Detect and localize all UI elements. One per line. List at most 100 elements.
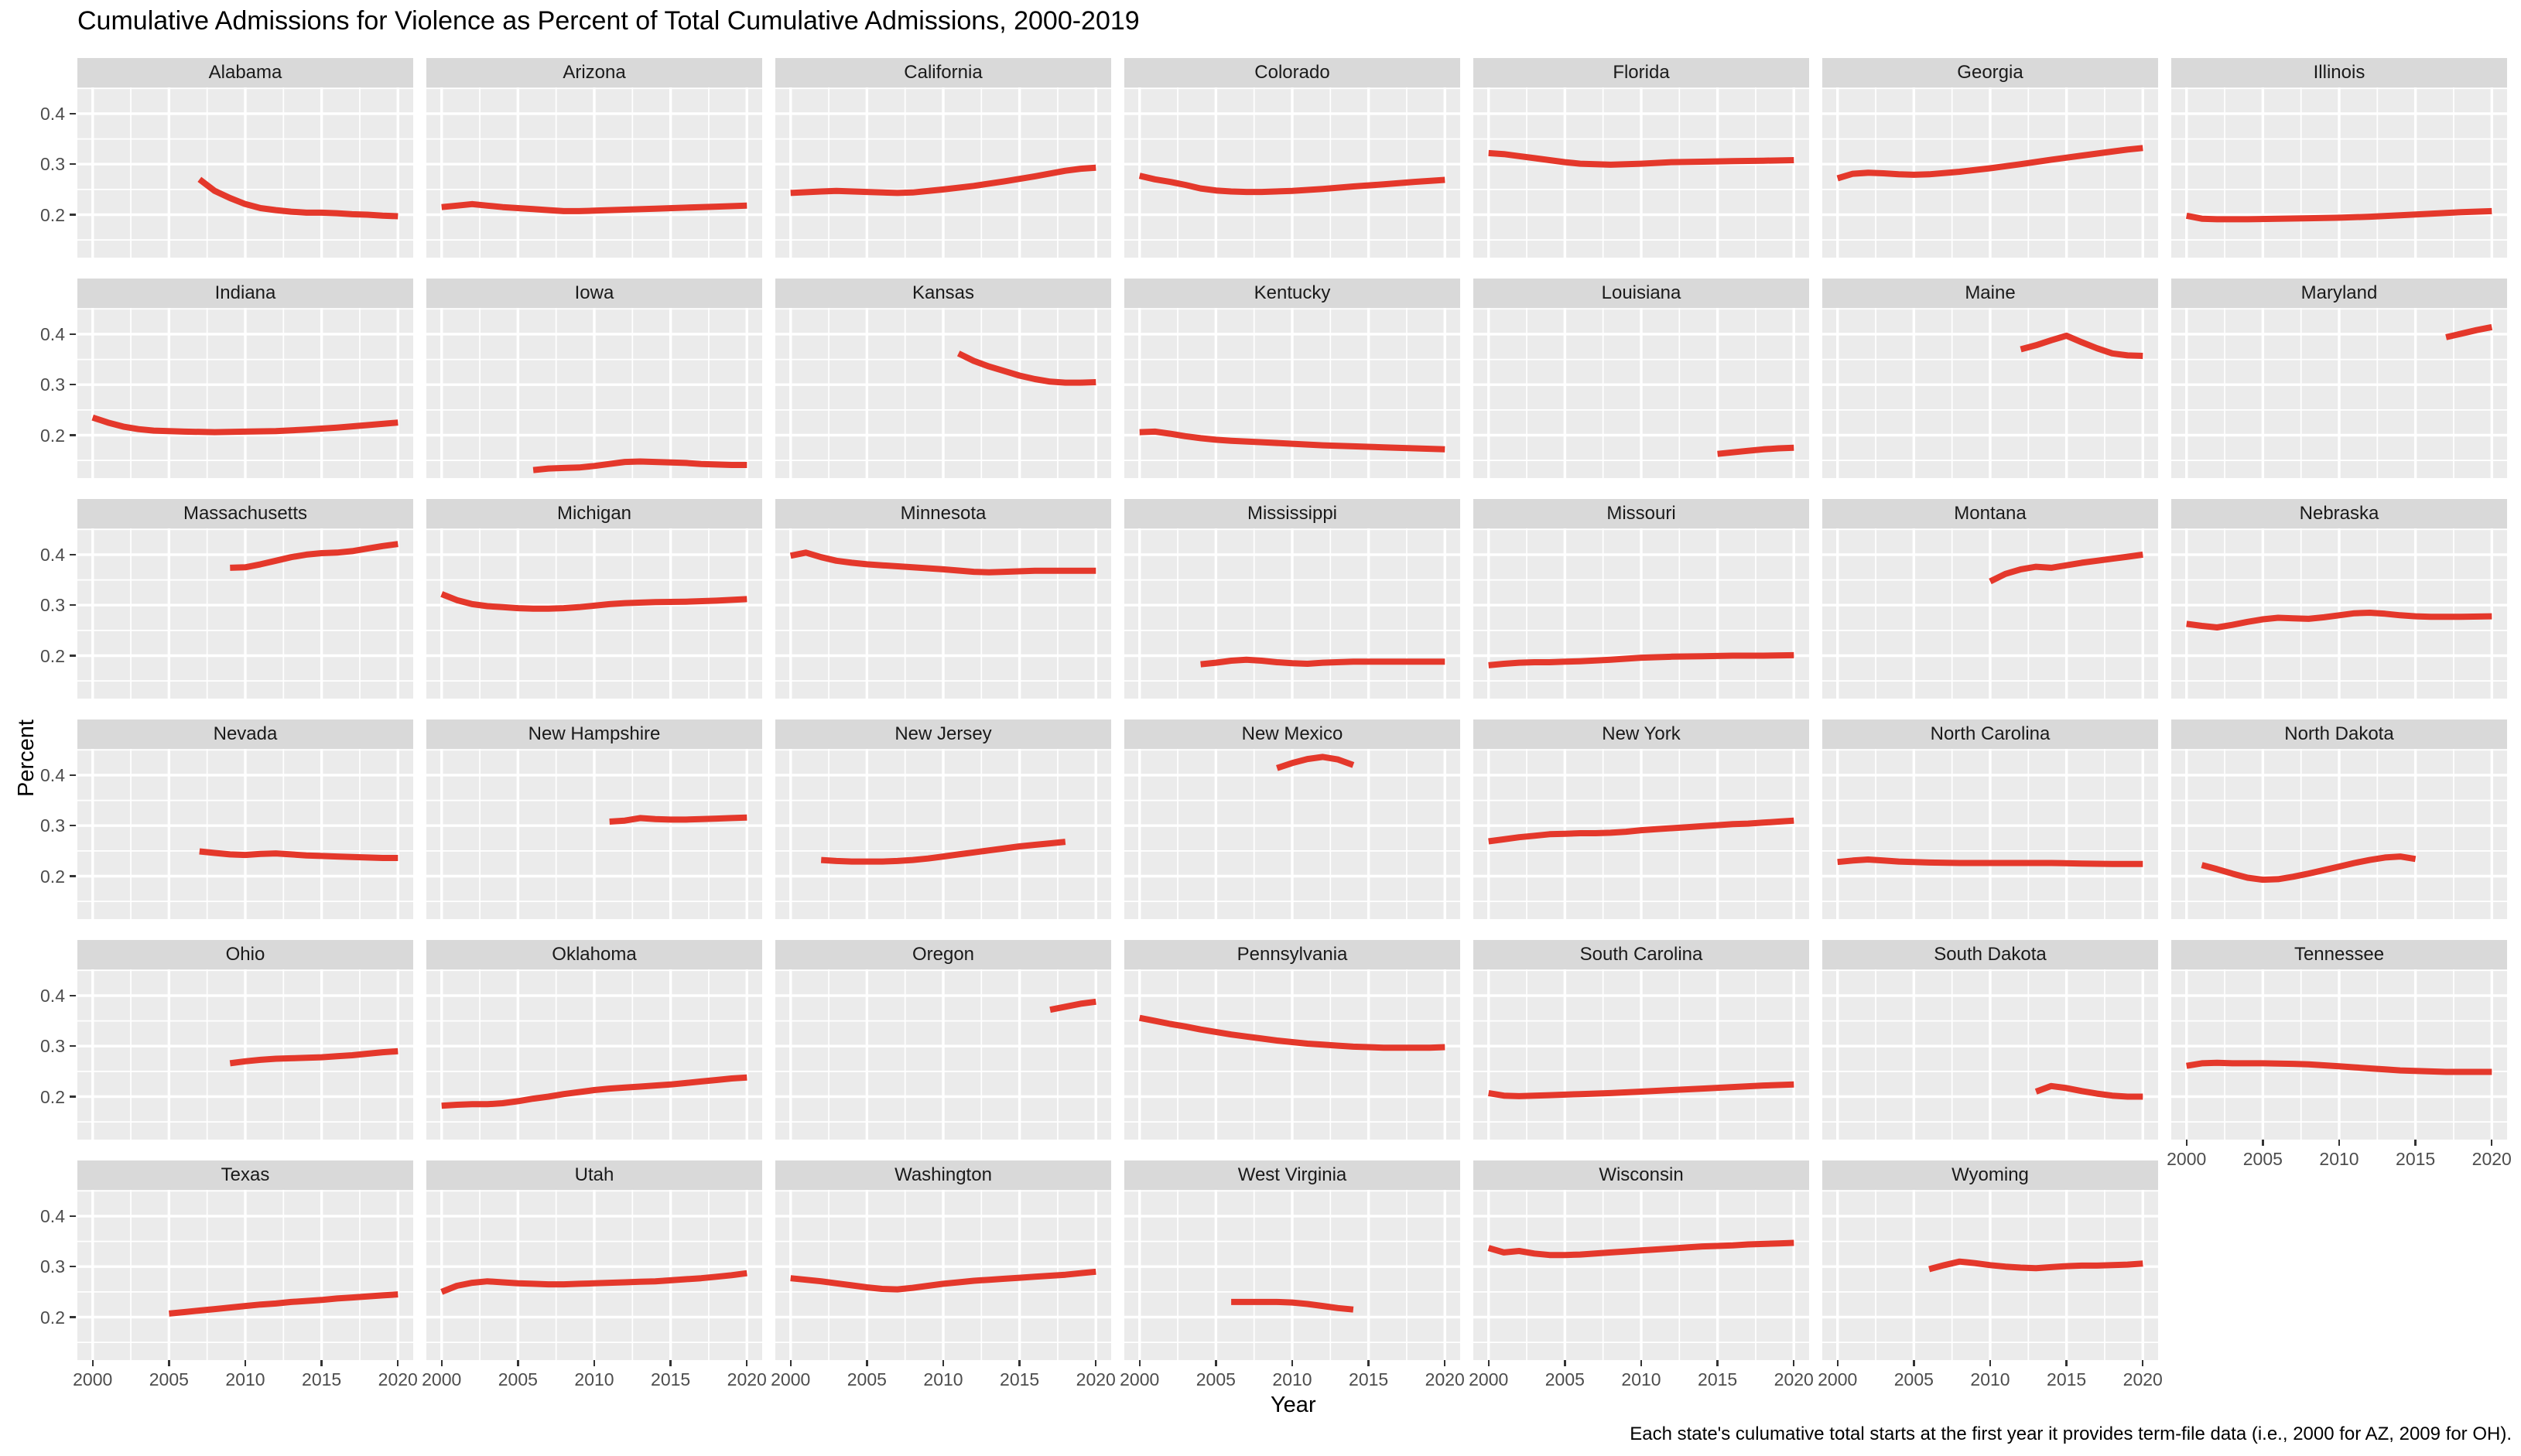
x-tick-mark	[1291, 1360, 1294, 1366]
trend-line	[1488, 817, 1794, 845]
trend-line	[2186, 1059, 2492, 1075]
x-tick-label: 2015	[1349, 1369, 1389, 1389]
x-tick-mark	[2142, 1360, 2144, 1366]
x-tick-label: 2000	[1120, 1369, 1160, 1389]
trend-line	[440, 1270, 747, 1295]
x-tick-label: 2000	[771, 1369, 811, 1389]
x-tick-label: 2005	[1893, 1369, 1934, 1389]
x-tick-label: 2020	[2122, 1369, 2163, 1389]
x-tick-label: 2005	[1544, 1369, 1585, 1389]
x-tick-mark	[1138, 1360, 1141, 1366]
trend-line	[2186, 610, 2492, 631]
facet-strip-nevada: Nevada	[77, 719, 413, 749]
x-tick-label: 2020	[1774, 1369, 1814, 1389]
x-tick-mark	[1444, 1360, 1446, 1366]
facet-strip-label: Texas	[221, 1164, 270, 1185]
x-tick-label: 2020	[1425, 1369, 1465, 1389]
x-tick-mark	[517, 1360, 519, 1366]
trend-line	[1231, 1298, 1354, 1313]
x-tick-mark	[2065, 1360, 2068, 1366]
y-tick-label: 0.2	[40, 1086, 65, 1107]
trend-line	[1138, 173, 1445, 196]
facet-strip-missouri: Missouri	[1473, 499, 1809, 528]
x-tick-mark	[789, 1360, 792, 1366]
facet-strip-massachusetts: Massachusetts	[77, 499, 413, 528]
facet-strip-north-carolina: North Carolina	[1822, 719, 2158, 749]
facet-strip-louisiana: Louisiana	[1473, 279, 1809, 308]
x-tick-label: 2015	[2396, 1149, 2436, 1169]
y-tick-label: 0.4	[40, 1205, 65, 1226]
facet-strip-label: Ohio	[225, 944, 265, 965]
facet-strip-california: California	[775, 58, 1111, 87]
x-tick-mark	[244, 1360, 247, 1366]
trend-line	[91, 414, 399, 436]
facet-strip-label: Nevada	[213, 723, 278, 744]
y-tick-mark	[70, 1316, 76, 1318]
facet-strip-pennsylvania: Pennsylvania	[1124, 940, 1460, 969]
trend-line	[1989, 551, 2143, 585]
trend-line	[2445, 323, 2493, 340]
x-tick-label: 2000	[1818, 1369, 1858, 1389]
x-tick-mark	[320, 1360, 323, 1366]
facet-strip-label: New Hampshire	[528, 723, 661, 744]
facet-strip-label: Montana	[1954, 503, 2027, 524]
x-tick-label: 2005	[498, 1369, 538, 1389]
x-tick-label: 2020	[727, 1369, 767, 1389]
facet-strip-label: Illinois	[2313, 62, 2365, 83]
facet-strip-label: Wyoming	[1951, 1164, 2029, 1185]
facet-panel-pennsylvania	[1124, 969, 1460, 1140]
x-tick-label: 2015	[651, 1369, 691, 1389]
x-tick-label: 2015	[302, 1369, 342, 1389]
trend-line	[790, 1268, 1096, 1293]
facet-strip-label: Louisiana	[1601, 282, 1681, 303]
x-tick-mark	[746, 1360, 748, 1366]
y-tick-label: 0.2	[40, 866, 65, 887]
facet-panel-kansas	[775, 308, 1111, 478]
facet-panel-montana	[1822, 528, 2158, 699]
facet-panel-georgia	[1822, 87, 2158, 258]
facet-strip-label: Kentucky	[1254, 282, 1331, 303]
facet-panel-new-mexico	[1124, 749, 1460, 919]
trend-line	[199, 848, 399, 861]
trend-line	[230, 541, 399, 571]
facet-strip-iowa: Iowa	[426, 279, 762, 308]
x-tick-mark	[593, 1360, 596, 1366]
facet-strip-new-hampshire: New Hampshire	[426, 719, 762, 749]
facet-panel-south-carolina	[1473, 969, 1809, 1140]
trend-line	[441, 1074, 747, 1109]
facet-strip-label: Colorado	[1254, 62, 1330, 83]
x-tick-label: 2010	[2319, 1149, 2359, 1169]
facet-panel-wyoming	[1822, 1190, 2158, 1360]
x-tick-mark	[1215, 1360, 1217, 1366]
facet-strip-wisconsin: Wisconsin	[1473, 1160, 1809, 1190]
facet-strip-label: North Dakota	[2284, 723, 2394, 744]
facet-strip-minnesota: Minnesota	[775, 499, 1111, 528]
x-tick-mark	[1913, 1360, 1915, 1366]
x-tick-mark	[91, 1360, 94, 1366]
facet-strip-oregon: Oregon	[775, 940, 1111, 969]
x-tick-label: 2005	[1196, 1369, 1236, 1389]
facet-panel-utah	[426, 1190, 762, 1360]
x-tick-label: 2010	[225, 1369, 265, 1389]
x-tick-label: 2015	[2047, 1369, 2087, 1389]
y-tick-label: 0.4	[40, 103, 65, 124]
facet-strip-wyoming: Wyoming	[1822, 1160, 2158, 1190]
chart-title: Cumulative Admissions for Violence as Pe…	[77, 6, 1140, 36]
y-tick-mark	[70, 163, 76, 166]
facet-strip-label: South Carolina	[1579, 944, 1703, 965]
y-tick-mark	[70, 1266, 76, 1268]
facet-strip-oklahoma: Oklahoma	[426, 940, 762, 969]
facet-panel-florida	[1473, 87, 1809, 258]
facet-strip-colorado: Colorado	[1124, 58, 1460, 87]
x-tick-mark	[2185, 1140, 2187, 1146]
facet-strip-label: Mississippi	[1247, 503, 1337, 524]
facet-strip-label: South Dakota	[1934, 944, 2047, 965]
x-tick-mark	[2491, 1140, 2493, 1146]
facet-strip-maine: Maine	[1822, 279, 2158, 308]
facet-strip-label: Maine	[1965, 282, 2016, 303]
y-tick-label: 0.2	[40, 204, 65, 225]
facet-panel-south-dakota	[1822, 969, 2158, 1140]
facet-strip-label: Pennsylvania	[1237, 944, 1348, 965]
y-tick-mark	[70, 1045, 76, 1048]
facet-strip-label: Oregon	[912, 944, 975, 965]
